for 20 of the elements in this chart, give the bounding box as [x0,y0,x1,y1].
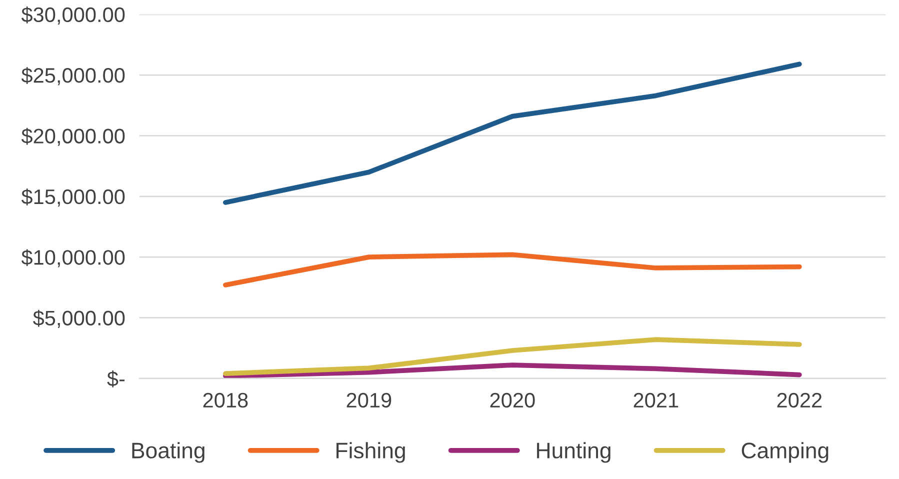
y-tick-label: $- [107,370,125,388]
y-tick-label: $5,000.00 [33,310,125,328]
y-tick-label: $20,000.00 [21,128,125,146]
legend-label: Boating [132,442,204,463]
x-tick-label: 2020 [490,392,535,408]
line-series [223,337,802,376]
legend-label: Hunting [537,442,610,463]
line-series [223,252,802,288]
x-tick-label: 2021 [634,392,678,408]
x-tick-label: 2022 [777,392,822,408]
x-tick-label: 2018 [203,392,248,408]
y-tick-label: $15,000.00 [21,188,125,207]
line-series [223,362,802,378]
legend-label: Camping [742,442,828,463]
legend-label: Fishing [336,442,405,463]
x-tick-label: 2019 [346,392,392,408]
y-tick-label: $25,000.00 [21,67,125,86]
y-tick-label: $30,000.00 [21,6,125,25]
y-tick-label: $10,000.00 [21,249,125,268]
line-series [223,62,802,205]
